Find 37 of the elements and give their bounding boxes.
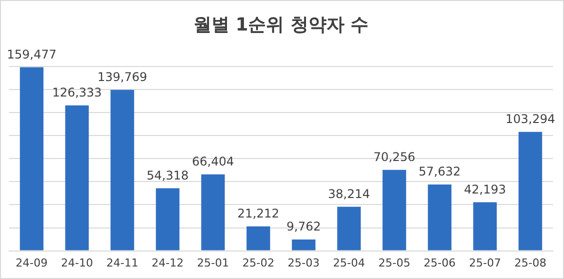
x-tick-label: 24-10: [61, 256, 93, 270]
bar: [292, 240, 316, 250]
bar: [110, 90, 134, 250]
data-label: 159,477: [6, 47, 56, 62]
bar: [337, 206, 361, 250]
data-label: 70,256: [373, 150, 416, 164]
x-tick-label: 25-04: [333, 256, 365, 270]
bar: [382, 170, 406, 250]
x-tick-label: 25-05: [378, 256, 410, 270]
x-tick-label: 25-06: [424, 256, 456, 270]
bar: [518, 132, 542, 250]
data-label: 54,318: [146, 168, 189, 182]
data-label: 21,212: [237, 206, 280, 221]
bar: [473, 202, 497, 250]
bar: [428, 184, 452, 250]
data-label: 139,769: [98, 70, 148, 84]
x-tick-label: 24-09: [16, 256, 48, 270]
x-tick-label: 24-11: [106, 256, 138, 270]
x-tick-label: 24-12: [152, 256, 184, 270]
data-label: 103,294: [506, 112, 556, 126]
data-label: 42,193: [464, 182, 506, 196]
data-label: 57,632: [418, 164, 461, 179]
bar: [201, 174, 225, 250]
bar: [156, 188, 180, 250]
x-tick-label: 25-08: [514, 256, 546, 270]
x-tick-label: 25-01: [197, 256, 229, 270]
bar: [246, 226, 270, 250]
data-label: 126,333: [52, 85, 102, 100]
bar: [20, 67, 44, 250]
data-label: 66,404: [192, 154, 234, 168]
x-tick-label: 25-07: [469, 256, 501, 270]
x-tick-label: 25-02: [242, 256, 274, 270]
data-label: 9,762: [286, 220, 321, 234]
data-label: 38,214: [328, 186, 370, 201]
x-tick-label: 25-03: [288, 256, 320, 270]
bar: [65, 105, 89, 250]
chart-title: 월별 1순위 청약자 수: [193, 14, 369, 36]
